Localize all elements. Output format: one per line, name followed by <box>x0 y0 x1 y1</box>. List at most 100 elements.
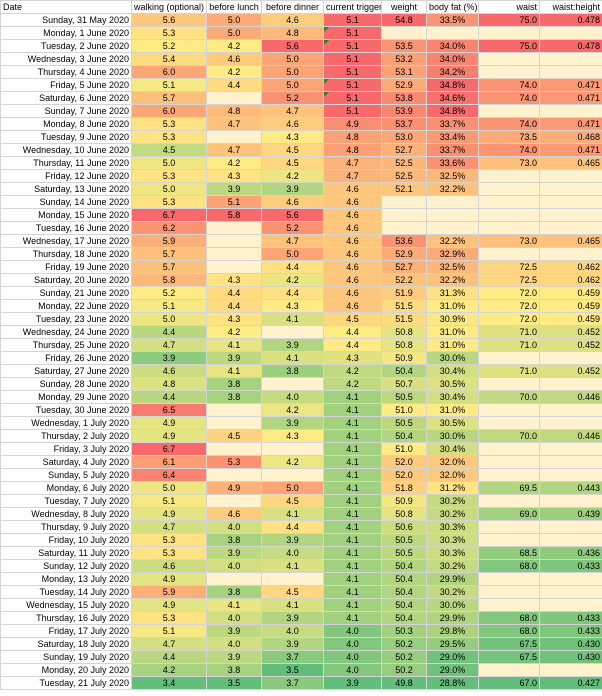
waist-height-cell[interactable]: 0.459 <box>539 312 602 326</box>
before-dinner-cell[interactable] <box>261 572 324 586</box>
body-fat-cell[interactable]: 30.2% <box>426 585 479 599</box>
waist-cell[interactable]: 71.0 <box>478 325 540 339</box>
current-trigger-cell[interactable]: 4.6 <box>323 234 382 248</box>
weight-cell[interactable]: 51.8 <box>381 481 427 495</box>
waist-height-cell[interactable] <box>539 26 602 40</box>
date-cell[interactable]: Thursday, 2 July 2020 <box>0 429 132 443</box>
walking-cell[interactable]: 5.0 <box>131 481 207 495</box>
body-fat-cell[interactable]: 29.9% <box>426 611 479 625</box>
before-lunch-cell[interactable]: 4.9 <box>206 481 262 495</box>
walking-cell[interactable]: 5.1 <box>131 494 207 508</box>
body-fat-cell[interactable]: 30.4% <box>426 442 479 456</box>
waist-height-cell[interactable] <box>539 416 602 430</box>
weight-cell[interactable] <box>381 221 427 235</box>
weight-cell[interactable]: 53.2 <box>381 52 427 66</box>
waist-cell[interactable]: 68.0 <box>478 559 540 573</box>
before-lunch-cell[interactable] <box>206 442 262 456</box>
body-fat-cell[interactable]: 30.5% <box>426 377 479 391</box>
walking-cell[interactable]: 5.3 <box>131 117 207 131</box>
before-dinner-cell[interactable]: 3.5 <box>261 663 324 677</box>
date-cell[interactable]: Sunday, 19 July 2020 <box>0 650 132 664</box>
weight-cell[interactable]: 52.5 <box>381 169 427 183</box>
before-dinner-cell[interactable]: 4.5 <box>261 156 324 170</box>
before-dinner-cell[interactable]: 3.9 <box>261 611 324 625</box>
before-lunch-cell[interactable]: 3.9 <box>206 650 262 664</box>
walking-cell[interactable]: 5.3 <box>131 195 207 209</box>
date-cell[interactable]: Tuesday, 21 July 2020 <box>0 676 132 690</box>
before-dinner-cell[interactable]: 4.5 <box>261 585 324 599</box>
current-trigger-cell[interactable]: 4.4 <box>323 338 382 352</box>
date-cell[interactable]: Friday, 26 June 2020 <box>0 351 132 365</box>
before-dinner-cell[interactable]: 3.8 <box>261 364 324 378</box>
weight-cell[interactable]: 53.5 <box>381 39 427 53</box>
waist-cell[interactable]: 72.0 <box>478 312 540 326</box>
date-cell[interactable]: Tuesday, 16 June 2020 <box>0 221 132 235</box>
walking-cell[interactable]: 6.4 <box>131 468 207 482</box>
before-dinner-cell[interactable]: 4.5 <box>261 143 324 157</box>
before-dinner-cell[interactable]: 5.2 <box>261 221 324 235</box>
body-fat-cell[interactable]: 34.6% <box>426 91 479 105</box>
body-fat-cell[interactable]: 31.3% <box>426 286 479 300</box>
before-lunch-cell[interactable]: 4.0 <box>206 637 262 651</box>
before-lunch-cell[interactable]: 4.7 <box>206 117 262 131</box>
waist-cell[interactable] <box>478 416 540 430</box>
body-fat-cell[interactable]: 31.0% <box>426 299 479 313</box>
date-cell[interactable]: Friday, 10 July 2020 <box>0 533 132 547</box>
walking-cell[interactable]: 6.0 <box>131 104 207 118</box>
body-fat-cell[interactable]: 32.5% <box>426 169 479 183</box>
before-dinner-cell[interactable]: 3.9 <box>261 533 324 547</box>
current-trigger-cell[interactable]: 4.1 <box>323 494 382 508</box>
body-fat-cell[interactable]: 30.2% <box>426 507 479 521</box>
waist-height-cell[interactable] <box>539 585 602 599</box>
weight-cell[interactable]: 53.6 <box>381 234 427 248</box>
waist-cell[interactable]: 68.0 <box>478 611 540 625</box>
current-trigger-cell[interactable]: 4.6 <box>323 273 382 287</box>
waist-cell[interactable]: 71.0 <box>478 338 540 352</box>
walking-cell[interactable]: 4.9 <box>131 572 207 586</box>
header-walking[interactable]: walking (optional) <box>131 0 207 14</box>
before-dinner-cell[interactable]: 5.2 <box>261 91 324 105</box>
weight-cell[interactable]: 50.8 <box>381 507 427 521</box>
date-cell[interactable]: Sunday, 7 June 2020 <box>0 104 132 118</box>
waist-height-cell[interactable] <box>539 455 602 469</box>
current-trigger-cell[interactable]: 4.6 <box>323 260 382 274</box>
waist-cell[interactable] <box>478 26 540 40</box>
waist-height-cell[interactable]: 0.427 <box>539 676 602 690</box>
body-fat-cell[interactable]: 28.8% <box>426 676 479 690</box>
waist-height-cell[interactable]: 0.462 <box>539 273 602 287</box>
before-lunch-cell[interactable]: 4.4 <box>206 286 262 300</box>
before-dinner-cell[interactable]: 4.3 <box>261 429 324 443</box>
walking-cell[interactable]: 5.7 <box>131 260 207 274</box>
waist-height-cell[interactable]: 0.465 <box>539 234 602 248</box>
before-dinner-cell[interactable]: 4.3 <box>261 299 324 313</box>
current-trigger-cell[interactable]: 4.7 <box>323 169 382 183</box>
date-cell[interactable]: Tuesday, 30 June 2020 <box>0 403 132 417</box>
waist-cell[interactable] <box>478 221 540 235</box>
waist-height-cell[interactable] <box>539 598 602 612</box>
date-cell[interactable]: Wednesday, 10 June 2020 <box>0 143 132 157</box>
current-trigger-cell[interactable]: 5.1 <box>323 26 382 40</box>
current-trigger-cell[interactable]: 4.8 <box>323 130 382 144</box>
body-fat-cell[interactable]: 29.5% <box>426 637 479 651</box>
weight-cell[interactable]: 50.4 <box>381 559 427 573</box>
current-trigger-cell[interactable]: 4.6 <box>323 221 382 235</box>
weight-cell[interactable]: 52.5 <box>381 156 427 170</box>
waist-cell[interactable] <box>478 663 540 677</box>
before-dinner-cell[interactable]: 5.0 <box>261 481 324 495</box>
walking-cell[interactable]: 6.7 <box>131 208 207 222</box>
waist-height-cell[interactable]: 0.446 <box>539 429 602 443</box>
header-waist-height[interactable]: waist:height <box>539 0 602 14</box>
before-lunch-cell[interactable]: 4.8 <box>206 104 262 118</box>
date-cell[interactable]: Friday, 12 June 2020 <box>0 169 132 183</box>
date-cell[interactable]: Saturday, 18 July 2020 <box>0 637 132 651</box>
weight-cell[interactable]: 52.7 <box>381 260 427 274</box>
current-trigger-cell[interactable]: 4.5 <box>323 312 382 326</box>
current-trigger-cell[interactable]: 4.1 <box>323 481 382 495</box>
current-trigger-cell[interactable]: 4.6 <box>323 182 382 196</box>
current-trigger-cell[interactable]: 4.1 <box>323 390 382 404</box>
before-dinner-cell[interactable]: 4.0 <box>261 624 324 638</box>
weight-cell[interactable]: 50.2 <box>381 650 427 664</box>
current-trigger-cell[interactable]: 4.9 <box>323 117 382 131</box>
body-fat-cell[interactable]: 31.2% <box>426 481 479 495</box>
current-trigger-cell[interactable]: 4.1 <box>323 546 382 560</box>
